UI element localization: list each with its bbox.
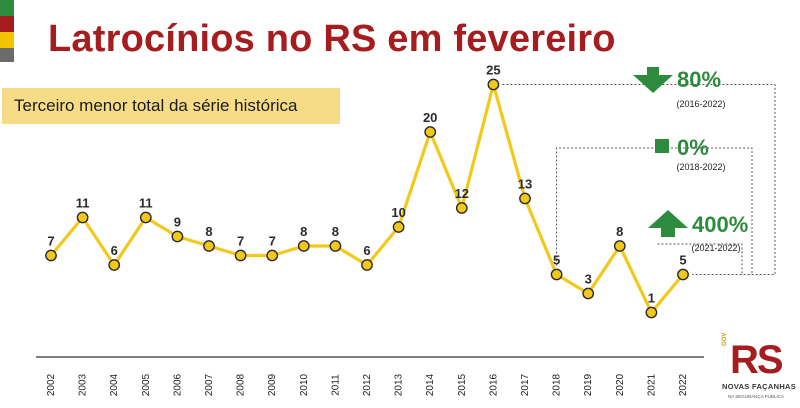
x-tick-label: 2019 [583, 373, 594, 396]
rs-government-logo: GOV RS NOVAS FAÇANHAS NA SEGURANÇA PÚBLI… [718, 333, 796, 404]
data-point [45, 249, 57, 262]
data-label: 6 [111, 243, 118, 258]
logo-mark-text: RS [730, 338, 784, 382]
flag-stripe-yellow [0, 32, 14, 48]
comparison-period: (2018-2022) [676, 162, 725, 172]
x-tick-label: 2021 [646, 373, 657, 396]
bracket-2016-2022 [502, 84, 776, 275]
logo-subtagline: NA SEGURANÇA PÚBLICA [728, 394, 785, 399]
bracket-2018-2022 [556, 147, 753, 275]
data-point [455, 202, 468, 214]
data-point [677, 268, 689, 281]
arrow-down-icon [633, 67, 673, 93]
chart-subtitle: Terceiro menor total da série histórica [2, 88, 340, 124]
data-label: 25 [486, 63, 500, 78]
data-point [613, 240, 626, 252]
x-tick-label: 2011 [330, 374, 341, 396]
data-label: 8 [616, 224, 623, 239]
data-point [519, 192, 531, 205]
data-point [297, 240, 310, 252]
comparison-value: 80% [677, 67, 721, 92]
data-label: 8 [205, 224, 212, 239]
x-tick-label: 2007 [204, 373, 215, 396]
x-tick-label: 2014 [425, 373, 436, 396]
data-label: 11 [76, 196, 90, 211]
data-label: 3 [585, 272, 592, 287]
data-point [361, 259, 373, 271]
data-point [203, 240, 215, 252]
data-point [171, 230, 184, 243]
data-point [76, 211, 89, 224]
data-label: 9 [174, 215, 181, 230]
logo-tagline: NOVAS FAÇANHAS [722, 382, 797, 391]
x-tick-label: 2012 [362, 373, 373, 396]
data-label: 10 [391, 205, 405, 220]
bracket-2021-2022 [657, 243, 743, 275]
x-tick-label: 2004 [109, 373, 120, 396]
x-tick-label: 2003 [78, 373, 89, 396]
flag-stripe-gray [0, 48, 14, 62]
data-label: 5 [679, 253, 686, 268]
x-tick-label: 2016 [488, 373, 499, 396]
data-point [108, 259, 121, 271]
comparison-period: (2016-2022) [676, 99, 725, 109]
data-label: 8 [300, 224, 307, 239]
x-tick-label: 2022 [678, 373, 689, 396]
comparison-period: (2021-2022) [691, 243, 740, 253]
data-label: 20 [423, 110, 437, 125]
x-tick-label: 2010 [299, 373, 310, 396]
data-point [424, 126, 437, 138]
x-tick-label: 2008 [236, 373, 247, 396]
x-tick-label: 2018 [552, 373, 563, 396]
data-label: 13 [518, 177, 532, 192]
data-point [487, 78, 500, 91]
flag-stripe-green [0, 0, 14, 16]
data-point [329, 240, 342, 252]
x-tick-label: 2015 [457, 373, 468, 396]
data-point [582, 287, 595, 300]
data-label: 12 [455, 186, 469, 201]
data-label: 11 [139, 196, 153, 211]
arrow-up-icon [648, 210, 688, 237]
x-tick-label: 2002 [46, 373, 57, 396]
data-point [266, 249, 279, 262]
x-tick-label: 2020 [615, 373, 626, 396]
data-point [234, 249, 247, 262]
data-label: 7 [237, 234, 244, 249]
data-label: 1 [648, 291, 655, 306]
comparison-value: 400% [692, 212, 748, 237]
x-tick-label: 2009 [267, 373, 278, 396]
data-label: 5 [553, 253, 560, 268]
logo-mark: RS [730, 338, 784, 382]
square-icon [655, 139, 669, 153]
data-label: 7 [269, 234, 276, 249]
flag-stripe-red [0, 16, 14, 32]
x-tick-label: 2005 [141, 373, 152, 396]
data-label: 8 [332, 224, 339, 239]
data-point [139, 211, 152, 224]
x-tick-label: 2013 [394, 373, 405, 396]
x-tick-label: 2017 [520, 373, 531, 396]
data-point [392, 221, 405, 233]
chart-title: Latrocínios no RS em fevereiro [48, 18, 616, 60]
comparison-value: 0% [677, 135, 709, 160]
data-label: 7 [47, 234, 54, 249]
data-label: 6 [363, 243, 370, 258]
x-tick-label: 2006 [172, 373, 183, 396]
data-point [550, 268, 563, 281]
logo-gov-text: GOV [722, 332, 728, 346]
data-point [645, 306, 658, 319]
